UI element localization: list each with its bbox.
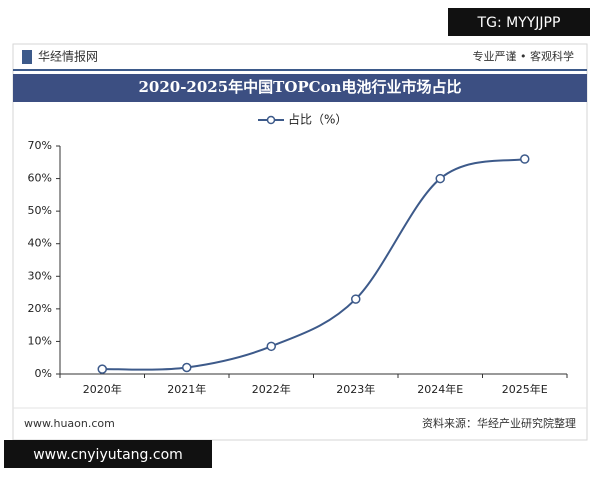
y-tick-label: 20% xyxy=(28,302,52,315)
overlay-box xyxy=(448,8,590,36)
footer-site: www.huaon.com xyxy=(24,417,115,430)
slogan: 专业严谨 • 客观科学 xyxy=(473,49,574,63)
overlay-top: TG: MYYJJPP xyxy=(477,15,561,31)
x-tick-label: 2024年E xyxy=(417,382,463,396)
overlay-bottom: www.cnyiyutang.com xyxy=(33,447,183,463)
overlay-box xyxy=(4,440,212,468)
legend-marker xyxy=(266,115,276,125)
chart-title: 2020-2025年中国TOPCon电池行业市场占比 xyxy=(138,78,461,96)
y-tick-label: 60% xyxy=(28,172,52,185)
logo-icon xyxy=(22,50,32,64)
legend-label: 占比（%） xyxy=(288,112,347,127)
x-tick-label: 2023年 xyxy=(336,382,375,396)
point xyxy=(351,294,361,304)
brand: 华经情报网 xyxy=(38,49,98,64)
point xyxy=(266,341,276,352)
point xyxy=(435,173,445,184)
y-tick-label: 30% xyxy=(28,269,52,282)
x-tick-label: 2020年 xyxy=(83,382,122,396)
y-tick-label: 10% xyxy=(28,334,52,347)
point xyxy=(97,364,107,374)
point xyxy=(520,154,530,164)
point xyxy=(182,362,192,373)
x-tick-label: 2022年 xyxy=(252,382,291,396)
y-tick-label: 40% xyxy=(28,237,52,250)
footer-source: 资料来源：华经产业研究院整理 xyxy=(422,416,576,430)
y-tick-label: 70% xyxy=(28,139,52,152)
title-bar xyxy=(13,74,587,102)
frame xyxy=(12,43,588,441)
y-tick-label: 50% xyxy=(28,204,52,217)
x-tick-label: 2025年E xyxy=(502,382,548,396)
x-tick-label: 2021年 xyxy=(167,382,206,396)
y-tick-label: 0% xyxy=(35,367,52,380)
